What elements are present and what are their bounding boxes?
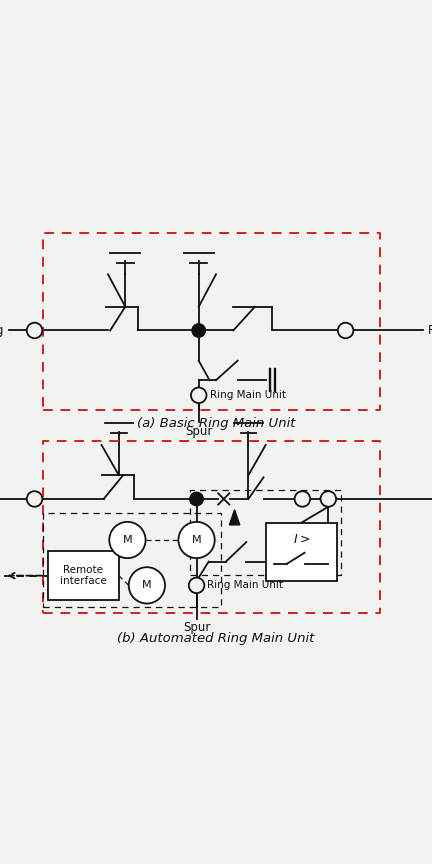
Circle shape <box>27 491 42 506</box>
Text: M: M <box>123 535 132 545</box>
Text: Ring Main Unit: Ring Main Unit <box>207 581 283 590</box>
Circle shape <box>178 522 215 558</box>
Text: Spur: Spur <box>185 425 213 438</box>
Polygon shape <box>229 510 240 525</box>
Text: (a) Basic Ring Main Unit: (a) Basic Ring Main Unit <box>137 416 295 430</box>
Circle shape <box>192 324 205 337</box>
FancyBboxPatch shape <box>266 523 337 581</box>
Text: (b) Automated Ring Main Unit: (b) Automated Ring Main Unit <box>118 632 314 645</box>
Circle shape <box>189 578 204 594</box>
Circle shape <box>295 491 310 506</box>
Circle shape <box>109 522 146 558</box>
Circle shape <box>191 387 206 403</box>
Circle shape <box>129 568 165 604</box>
Circle shape <box>190 492 203 505</box>
Circle shape <box>27 323 42 338</box>
Text: M: M <box>142 581 152 590</box>
Circle shape <box>321 491 336 506</box>
Text: Ring Main Unit: Ring Main Unit <box>210 391 286 400</box>
FancyBboxPatch shape <box>48 551 119 600</box>
Text: Ring: Ring <box>0 324 4 337</box>
Text: Spur: Spur <box>183 620 210 634</box>
Text: Ring: Ring <box>428 324 432 337</box>
Text: $I>$: $I>$ <box>292 532 310 545</box>
Text: Remote
interface: Remote interface <box>60 565 107 587</box>
Circle shape <box>338 323 353 338</box>
Text: M: M <box>192 535 201 545</box>
